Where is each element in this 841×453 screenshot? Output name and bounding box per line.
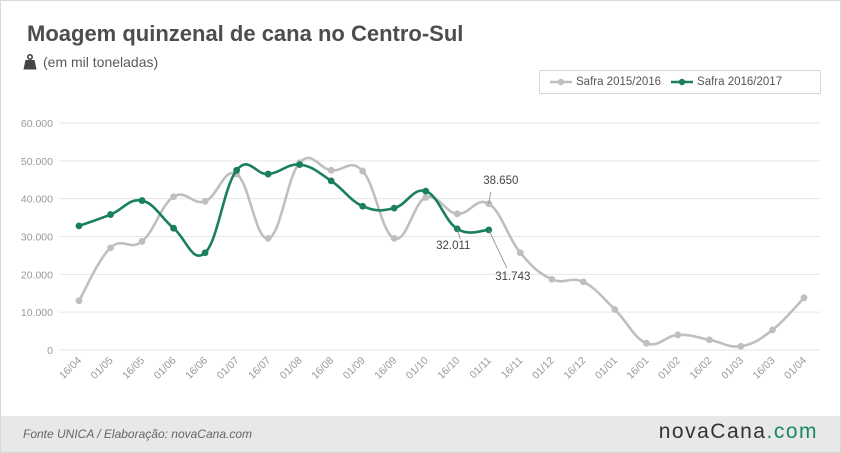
data-point-2015 xyxy=(75,297,83,305)
y-tick-label: 50.000 xyxy=(21,156,53,168)
source-text: Fonte UNICA / Elaboração: novaCana.com xyxy=(23,427,253,441)
data-point-2015 xyxy=(138,238,146,245)
data-point-2015 xyxy=(548,275,556,283)
data-point-2015 xyxy=(674,331,682,339)
data-point-2015 xyxy=(642,339,650,347)
x-tick-label: 01/09 xyxy=(341,355,368,382)
data-point-2016 xyxy=(359,202,367,210)
data-label: 31.743 xyxy=(495,271,530,283)
chart-title: Moagem quinzenal de cana no Centro-Sul xyxy=(27,21,464,46)
weight-icon xyxy=(23,54,37,70)
data-label: 32.011 xyxy=(436,240,470,252)
y-tick-label: 20.000 xyxy=(21,269,53,281)
y-tick-label: 40.000 xyxy=(21,194,53,206)
line-chart: 0 10.000 20.000 30.000 40.000 50.000 60.000 16/… xyxy=(21,118,820,382)
footer-bar: Fonte UNICA / Elaboração: novaCana.com n… xyxy=(1,416,840,452)
data-point-2016 xyxy=(233,166,241,174)
x-tick-label: 01/02 xyxy=(656,355,683,382)
data-point-2015 xyxy=(170,193,177,201)
y-tick-label: 0 xyxy=(47,345,53,357)
x-tick-label: 16/10 xyxy=(435,355,462,382)
data-point-2016 xyxy=(422,187,430,195)
data-point-2016 xyxy=(107,211,114,218)
data-point-2015 xyxy=(107,244,114,252)
chart-legend: Safra 2015/2016 Safra 2016/2017 xyxy=(539,70,821,94)
data-point-2015 xyxy=(737,342,745,350)
x-tick-label: 16/05 xyxy=(120,355,147,382)
x-tick-label: 16/03 xyxy=(751,355,778,382)
data-point-2015 xyxy=(579,278,587,286)
legend-item-2016[interactable]: Safra 2016/2017 xyxy=(671,76,782,88)
data-point-2015 xyxy=(706,336,713,344)
legend-swatch-2016 xyxy=(671,78,694,86)
data-point-2016 xyxy=(296,161,304,169)
data-point-2016 xyxy=(170,224,177,232)
x-tick-label: 16/08 xyxy=(309,355,336,382)
y-tick-label: 30.000 xyxy=(21,232,53,244)
x-tick-label: 16/07 xyxy=(246,355,273,382)
data-point-2016 xyxy=(138,197,146,204)
x-tick-label: 01/03 xyxy=(719,355,746,382)
annotation-leader xyxy=(456,228,461,240)
x-tick-label: 01/10 xyxy=(404,355,431,382)
x-tick-label: 01/05 xyxy=(89,355,116,382)
legend-label-2015: Safra 2015/2016 xyxy=(576,76,662,88)
data-point-2015 xyxy=(422,194,430,201)
x-tick-label: 16/01 xyxy=(624,355,651,382)
x-tick-label: 16/12 xyxy=(561,355,588,382)
x-tick-label: 16/11 xyxy=(499,355,526,382)
series-line-2015 xyxy=(77,156,805,348)
legend-item-2015[interactable]: Safra 2015/2016 xyxy=(550,76,661,88)
data-point-2016 xyxy=(201,249,209,257)
data-point-2015 xyxy=(327,166,335,174)
y-tick-label: 10.000 xyxy=(21,307,53,319)
data-point-2015 xyxy=(453,210,461,218)
subtitle-text: (em mil toneladas) xyxy=(43,54,159,70)
data-point-2015 xyxy=(800,294,808,302)
data-point-2015 xyxy=(264,234,272,242)
brand-main: novaCana xyxy=(658,420,767,443)
series-line-2016 xyxy=(78,163,489,257)
x-tick-label: 01/08 xyxy=(278,355,305,382)
brand-suffix: .com xyxy=(766,420,818,443)
chart-subtitle: (em mil toneladas) xyxy=(23,54,158,70)
data-point-2016 xyxy=(75,222,83,230)
data-point-2015 xyxy=(201,197,209,205)
brand-logo: novaCana.com xyxy=(659,420,818,444)
x-tick-label: 01/11 xyxy=(467,355,494,382)
data-point-2016 xyxy=(264,170,272,178)
x-tick-label: 01/07 xyxy=(215,355,242,382)
data-label: 38.650 xyxy=(483,175,518,187)
data-point-2015 xyxy=(359,167,367,175)
x-tick-label: 01/04 xyxy=(782,355,809,382)
data-point-2015 xyxy=(611,306,619,313)
x-tick-label: 16/09 xyxy=(372,355,399,382)
legend-swatch-2015 xyxy=(550,78,572,86)
x-tick-label: 01/01 xyxy=(593,355,620,382)
legend-label-2016: Safra 2016/2017 xyxy=(697,76,783,88)
data-point-2015 xyxy=(769,326,776,334)
x-tick-label: 16/02 xyxy=(687,355,714,382)
x-tick-label: 16/06 xyxy=(183,355,210,382)
data-point-2016 xyxy=(327,177,335,185)
y-tick-label: 60.000 xyxy=(21,118,53,130)
annotation-leader xyxy=(488,229,508,269)
data-point-2016 xyxy=(390,204,398,212)
x-tick-label: 01/06 xyxy=(152,355,179,382)
x-tick-label: 16/04 xyxy=(57,355,84,382)
x-tick-label: 01/12 xyxy=(530,355,557,382)
annotation-leader xyxy=(488,191,492,204)
data-point-2015 xyxy=(516,249,524,257)
data-point-2015 xyxy=(390,234,398,242)
